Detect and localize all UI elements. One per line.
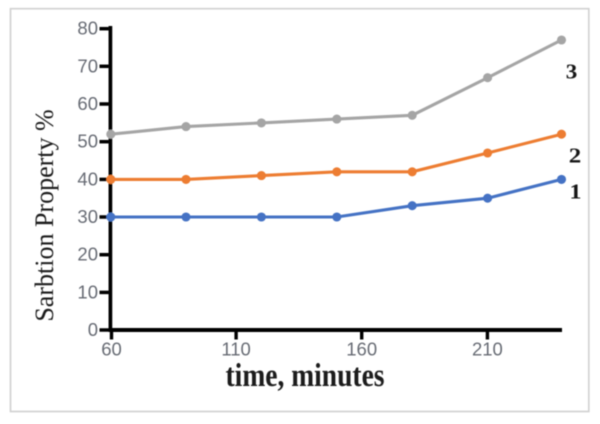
svg-text:time, minutes: time, minutes — [226, 357, 385, 394]
svg-text:50: 50 — [77, 131, 98, 152]
svg-text:80: 80 — [77, 18, 98, 39]
svg-text:Sarbtion Property %: Sarbtion Property % — [30, 109, 59, 321]
svg-text:110: 110 — [221, 339, 251, 360]
svg-text:3: 3 — [566, 60, 578, 84]
svg-text:60: 60 — [77, 93, 98, 114]
svg-text:30: 30 — [77, 206, 98, 227]
svg-text:160: 160 — [346, 339, 377, 360]
svg-text:0: 0 — [88, 319, 98, 340]
svg-text:60: 60 — [101, 339, 122, 360]
svg-text:2: 2 — [569, 143, 582, 167]
svg-text:40: 40 — [77, 168, 98, 189]
svg-text:1: 1 — [570, 180, 582, 204]
svg-text:70: 70 — [77, 55, 98, 76]
svg-text:210: 210 — [472, 339, 503, 360]
svg-text:20: 20 — [77, 244, 98, 265]
svg-text:10: 10 — [77, 281, 98, 302]
